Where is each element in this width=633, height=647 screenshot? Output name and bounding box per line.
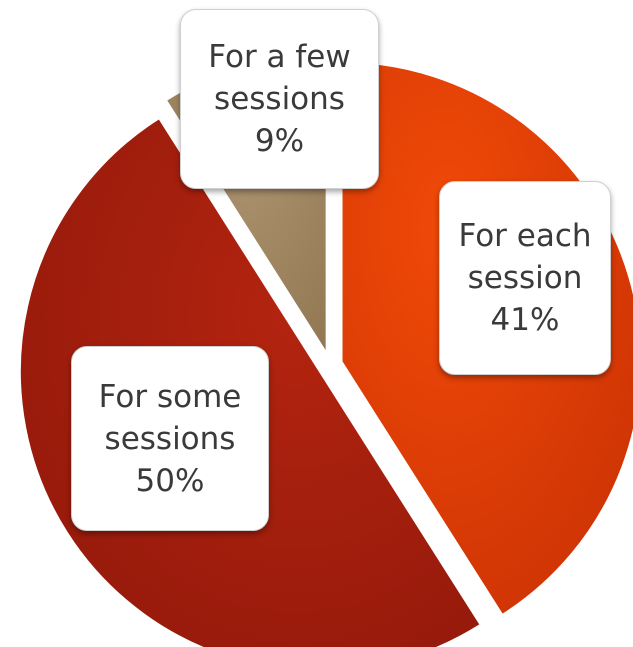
slice-label-line2: session [467, 260, 583, 296]
slice-label-line2: sessions [214, 81, 345, 117]
slice-label-line2: sessions [104, 420, 236, 457]
slice-label-for-a-few-sessions: For a few sessions 9% [180, 9, 379, 189]
slice-percent: 41% [490, 302, 560, 338]
slice-label-line1: For some [98, 378, 242, 415]
slice-percent: 50% [135, 462, 205, 499]
slice-label-for-each-session: For each session 41% [439, 181, 611, 375]
slice-label-line1: For a few [208, 39, 351, 75]
slice-label-line1: For each [458, 218, 592, 254]
slice-percent: 9% [254, 123, 305, 159]
slice-label-for-some-sessions: For some sessions 50% [71, 346, 269, 531]
